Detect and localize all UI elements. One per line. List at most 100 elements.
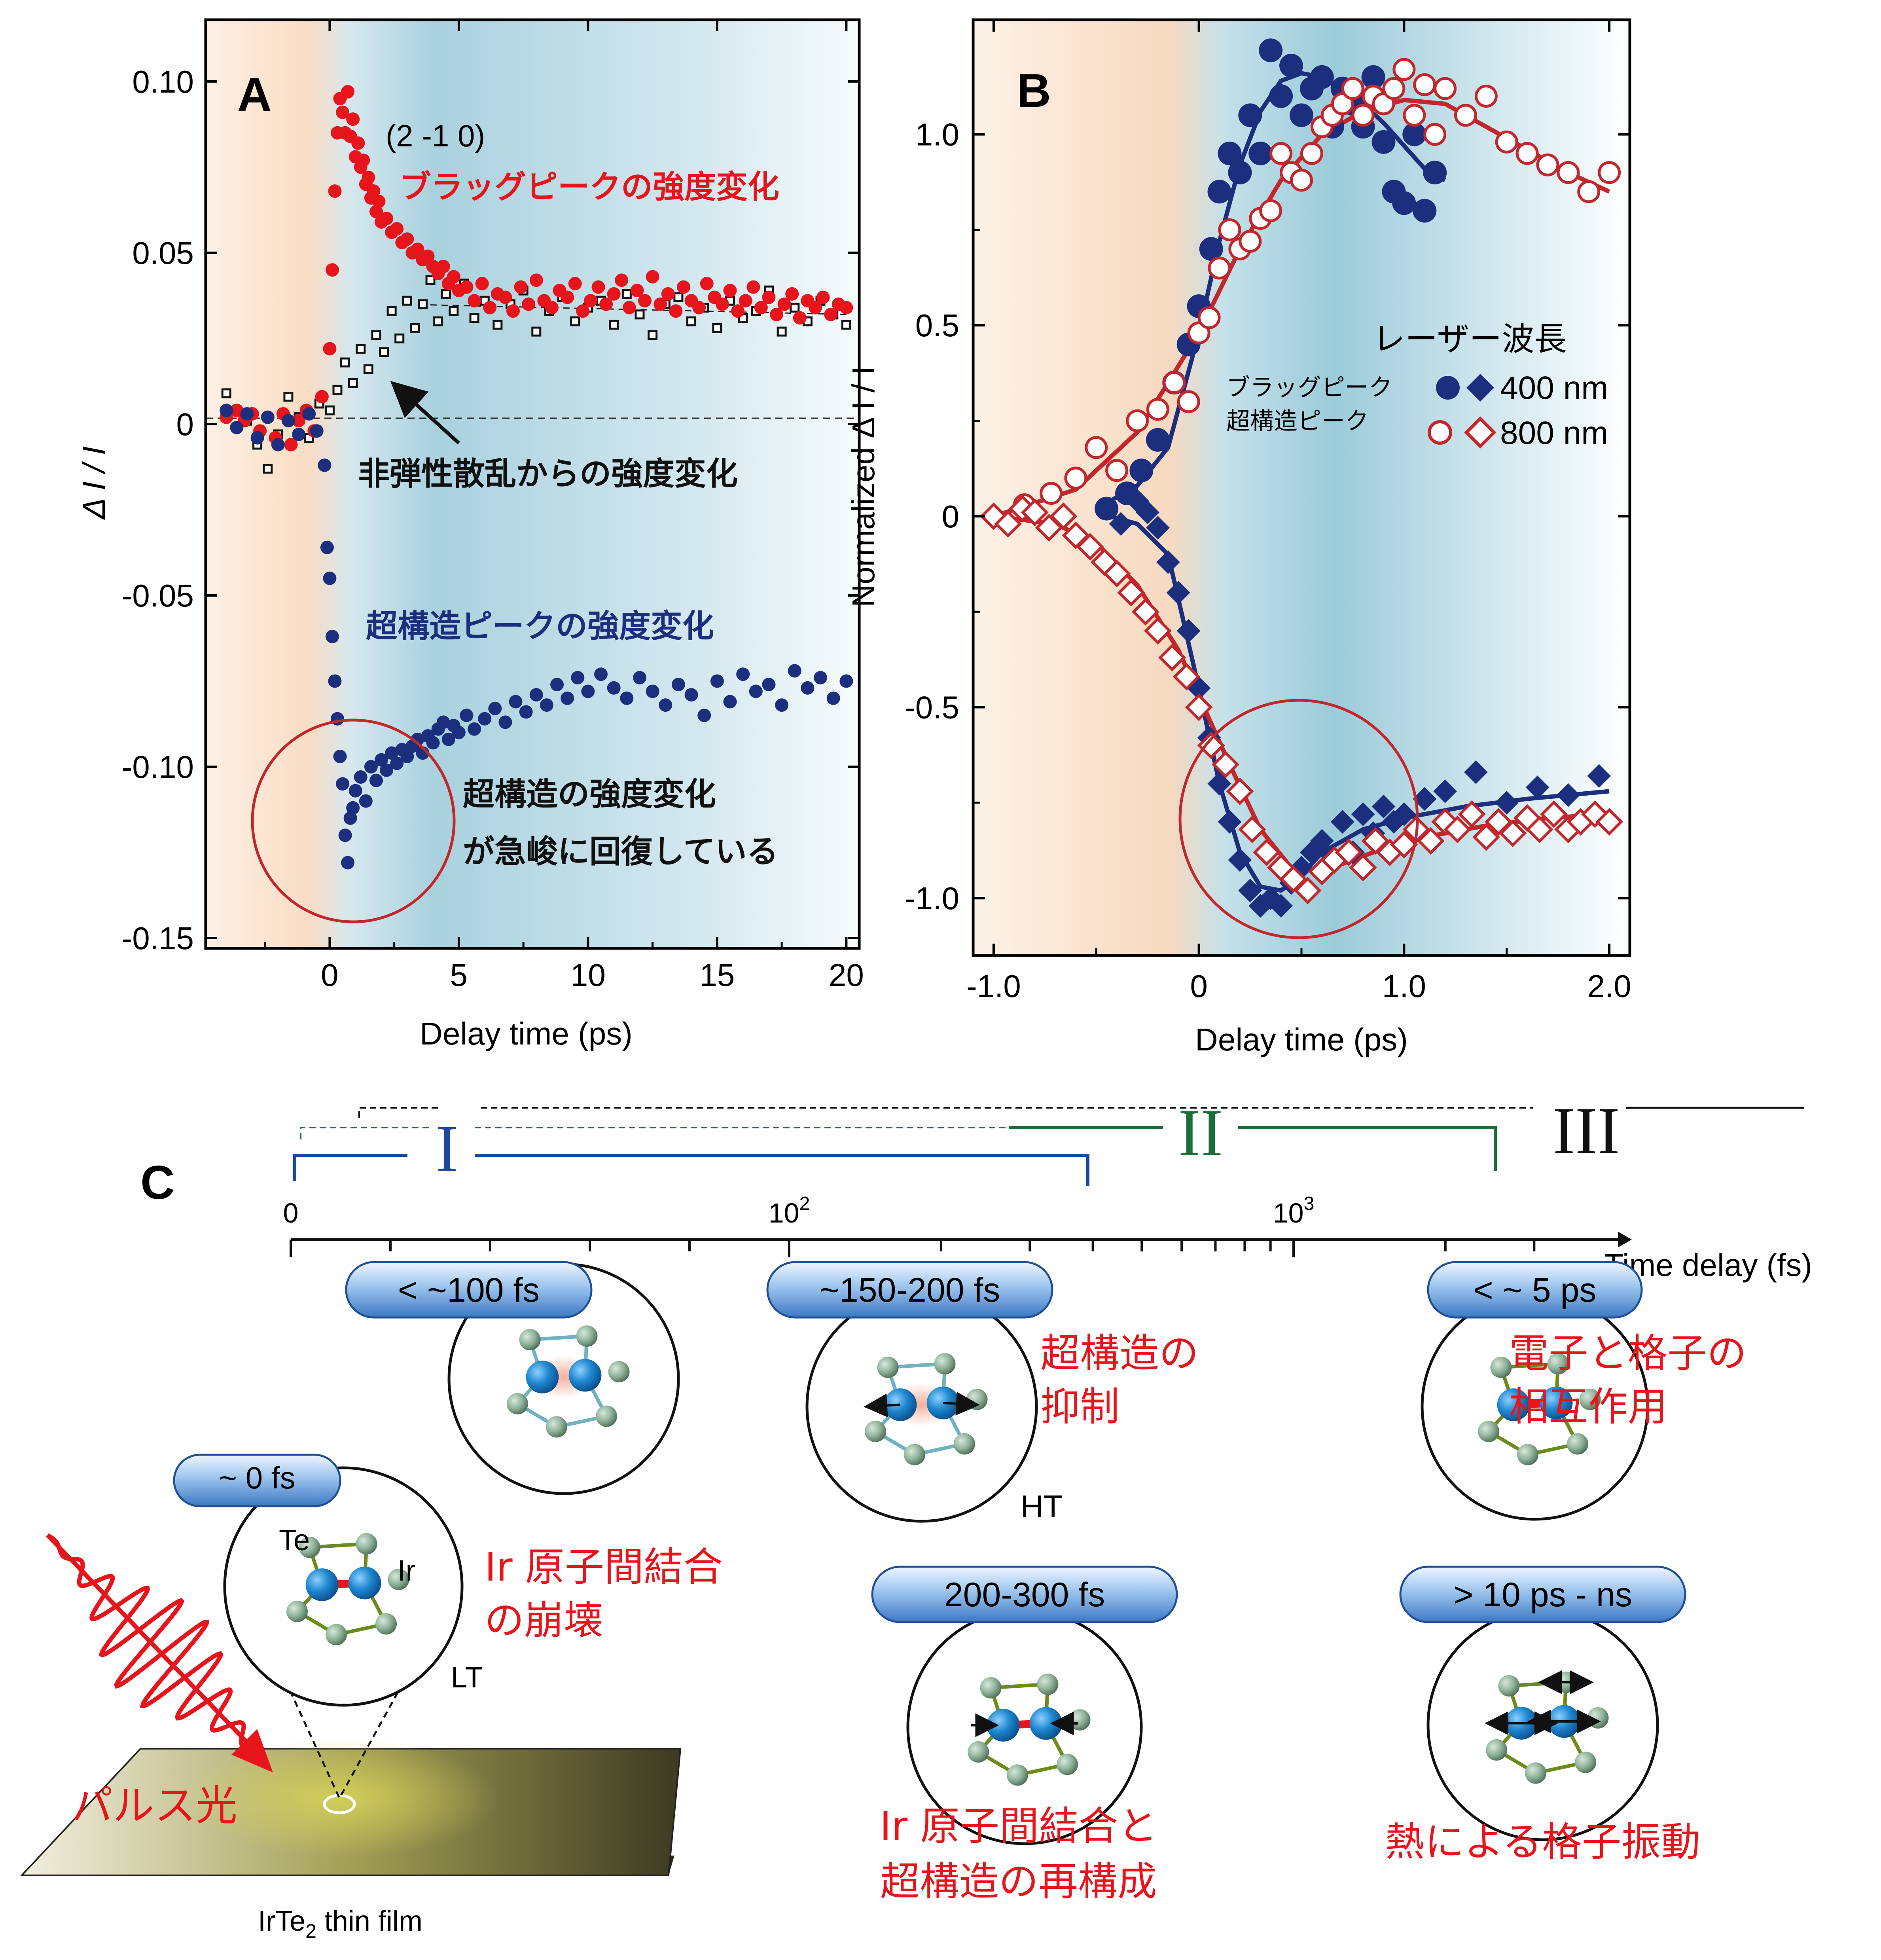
panel-a-point-s1 bbox=[363, 364, 373, 374]
panel-a-point-s2 bbox=[318, 458, 331, 472]
panel-b-point-s2 bbox=[1135, 500, 1159, 525]
panel-a-point-s2 bbox=[775, 698, 789, 712]
panel-b-point-s3 bbox=[1472, 823, 1500, 851]
inelastic-arrow bbox=[390, 381, 460, 445]
panel-b-xtick-label: 0 bbox=[1190, 969, 1208, 1004]
panel-b-point-s2 bbox=[1495, 790, 1519, 815]
panel-b-xtick-label: -1.0 bbox=[966, 969, 1021, 1004]
panel-a-point-s0 bbox=[591, 280, 605, 294]
panel-a-point-s0 bbox=[700, 277, 714, 290]
panel-b-point-s1 bbox=[1372, 92, 1395, 116]
panel-c-label: C bbox=[140, 1156, 175, 1209]
panel-b-point-s1 bbox=[1413, 73, 1436, 97]
panel-a-point-s2 bbox=[581, 684, 595, 698]
stage4-desc-line1: 電子と格子の bbox=[1509, 1330, 1747, 1376]
panel-b-point-s0 bbox=[1129, 459, 1154, 483]
panel-b-point-s3 bbox=[1431, 808, 1459, 836]
panel-a-point-s2 bbox=[671, 678, 685, 692]
panel-a-xtick-label: 0 bbox=[321, 957, 339, 993]
panel-b-point-s0 bbox=[1228, 161, 1252, 185]
panel-a-point-s0 bbox=[723, 284, 737, 298]
panel-a-point-s2 bbox=[250, 431, 264, 445]
panel-a-point-s0 bbox=[777, 297, 791, 311]
panel-a-point-s2 bbox=[509, 695, 523, 709]
panel-a-ytick-label: 0 bbox=[176, 407, 194, 442]
panel-a-xtick-label: 15 bbox=[699, 957, 735, 993]
panel-a-point-s2 bbox=[310, 424, 324, 438]
panel-a-point-s0 bbox=[447, 270, 460, 284]
legend-400-diamond bbox=[1466, 374, 1494, 402]
panel-a-point-s0 bbox=[315, 390, 329, 404]
panel-b-point-s2 bbox=[1525, 775, 1550, 800]
stages bbox=[173, 1261, 1686, 1845]
panel-a-point-s0 bbox=[816, 290, 830, 304]
panel-b-point-s3 bbox=[1117, 579, 1145, 607]
panel-a-point-s0 bbox=[356, 154, 370, 167]
panel-b-point-s1 bbox=[1040, 481, 1063, 505]
panel-a-point-s2 bbox=[452, 726, 466, 739]
stage4-te-atom bbox=[1547, 1353, 1569, 1374]
panel-a-point-s0 bbox=[400, 232, 414, 246]
panel-a-point-s0 bbox=[545, 301, 559, 315]
stage2-time: ~150-200 fs bbox=[820, 1271, 1000, 1309]
circle-annotation-line1: 超構造の強度変化 bbox=[463, 776, 716, 813]
panel-c: C I II III 0 102 103 Time delay (fs) bbox=[20, 1094, 1812, 1942]
panel-b-point-s3 bbox=[1212, 751, 1240, 779]
panel-a-background bbox=[206, 20, 859, 948]
miller-index-label: (2 -1 0) bbox=[386, 118, 485, 153]
stage1-te-atom bbox=[608, 1361, 630, 1382]
panel-a-marks bbox=[220, 85, 853, 870]
stage1-te-atom bbox=[576, 1325, 598, 1347]
panel-a-point-s2 bbox=[325, 629, 339, 643]
panel-b-xlabel: Delay time (ps) bbox=[1195, 1022, 1408, 1057]
panel-b-point-s2 bbox=[1095, 497, 1119, 521]
panel-b-point-s1 bbox=[1403, 104, 1426, 127]
panel-a-point-s0 bbox=[506, 304, 520, 318]
panel-b-point-s0 bbox=[1199, 237, 1223, 261]
legend-row1-label: ブラッグピーク bbox=[1226, 374, 1392, 402]
stage1-time: < ~100 fs bbox=[398, 1271, 540, 1309]
panel-b-ytick-label: -0.5 bbox=[905, 690, 959, 725]
stage2-te-atom bbox=[934, 1353, 956, 1374]
panel-a-point-s2 bbox=[488, 701, 502, 715]
panel-b-point-s3 bbox=[994, 510, 1022, 538]
panel-b-xtick-label: 1.0 bbox=[1382, 969, 1426, 1004]
stage1-time-pill bbox=[345, 1261, 593, 1319]
panel-b-point-s3 bbox=[1185, 693, 1213, 721]
time-axis-ticks bbox=[290, 1240, 1536, 1257]
regime-1-solid bbox=[293, 1154, 1089, 1186]
panel-a-point-s0 bbox=[793, 311, 807, 325]
panel-a-point-s1 bbox=[686, 316, 697, 326]
panel-a-point-s1 bbox=[417, 299, 428, 309]
panel-b-point-s3 bbox=[1238, 815, 1266, 844]
panel-b-point-s3 bbox=[1595, 808, 1623, 836]
atom-label-ir: Ir bbox=[398, 1554, 415, 1587]
panel-a-point-s0 bbox=[622, 301, 636, 315]
panel-a-point-s0 bbox=[583, 294, 597, 308]
stage4-desc-line2: 相互作用 bbox=[1509, 1384, 1667, 1430]
time-tick-100: 102 bbox=[769, 1193, 810, 1228]
panel-a-point-s1 bbox=[648, 330, 658, 340]
panel-b-point-s3 bbox=[1485, 808, 1512, 836]
panel-b-point-s1 bbox=[1331, 92, 1354, 116]
panel-b-point-s1 bbox=[1382, 77, 1406, 100]
panel-b-point-s1 bbox=[1515, 142, 1539, 165]
panel-b-point-s3 bbox=[1158, 644, 1186, 672]
panel-b-point-s1 bbox=[1259, 199, 1282, 222]
panel-a-point-s2 bbox=[328, 674, 342, 688]
panel-a-xtick-label: 20 bbox=[829, 957, 864, 993]
stage2-te-atom bbox=[865, 1421, 886, 1442]
panel-a-point-s0 bbox=[754, 301, 768, 315]
panel-b-point-s0 bbox=[1269, 84, 1293, 108]
panel-a-point-s1 bbox=[394, 333, 405, 343]
panel-b-point-s1 bbox=[1126, 409, 1149, 432]
stage3-desc-line1: Ir 原子間結合と bbox=[880, 1803, 1157, 1849]
panel-a-point-s2 bbox=[271, 438, 285, 451]
panel-a-point-s0 bbox=[630, 284, 644, 298]
panel-b-point-s1 bbox=[1197, 306, 1221, 329]
panel-b-point-s1 bbox=[1239, 229, 1262, 253]
panel-b-point-s2 bbox=[1413, 787, 1437, 811]
stage5-te-atom bbox=[1486, 1739, 1507, 1761]
stage3-te-atom bbox=[1037, 1674, 1059, 1695]
panel-b-point-s0 bbox=[1361, 65, 1385, 89]
